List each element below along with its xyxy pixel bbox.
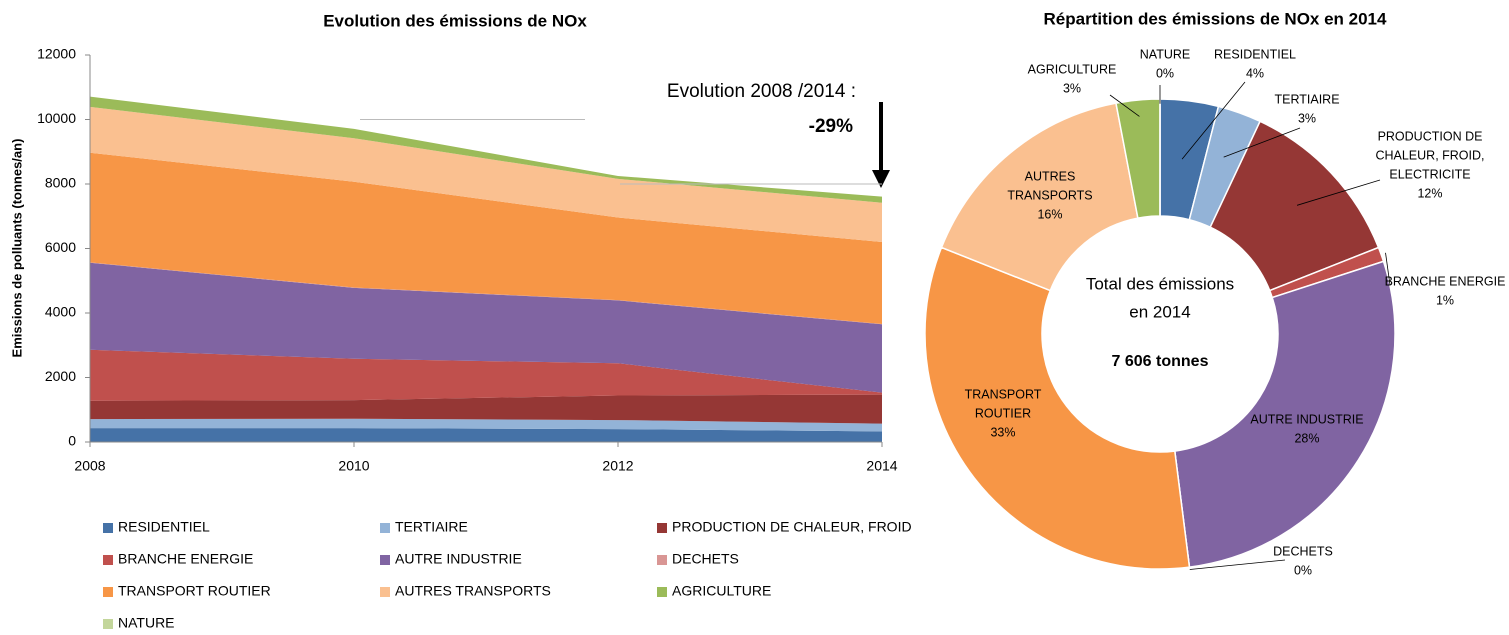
slice-value-label: 0% [1156, 66, 1174, 80]
y-tick-label: 8000 [45, 175, 76, 191]
legend-label: BRANCHE ENERGIE [118, 551, 253, 567]
x-tick-label: 2010 [338, 458, 369, 474]
leader-line [1296, 179, 1381, 206]
x-tick-label: 2008 [74, 458, 105, 474]
legend-swatch [657, 555, 667, 565]
area [90, 428, 882, 442]
legend-label: PRODUCTION DE CHALEUR, FROID [672, 519, 912, 535]
slice-value-label: 33% [990, 425, 1015, 439]
annotation: Evolution 2008 /2014 : [667, 81, 856, 102]
leader-line [1385, 252, 1391, 286]
legend-label: TERTIAIRE [395, 519, 468, 535]
slice-label: ROUTIER [975, 406, 1031, 420]
y-tick-label: 6000 [45, 239, 76, 255]
legend-swatch [103, 619, 113, 629]
area [90, 96, 882, 203]
legend-swatch [103, 523, 113, 533]
y-axis-label: Emissions de polluants (tonnes/an) [9, 139, 24, 358]
legend-label: AGRICULTURE [672, 583, 771, 599]
leader-line [1223, 127, 1301, 158]
center-text: en 2014 [1129, 302, 1190, 321]
legend-swatch [657, 523, 667, 533]
area [90, 152, 882, 324]
legend-label: AUTRES TRANSPORTS [395, 583, 551, 599]
slice-label: AGRICULTURE [1028, 62, 1117, 76]
slice-label: DECHETS [1273, 544, 1333, 558]
slice-value-label: 16% [1037, 207, 1062, 221]
slice-label: AUTRE INDUSTRIE [1250, 412, 1363, 426]
arrow-head [872, 170, 890, 188]
legend-swatch [380, 555, 390, 565]
legend-label: DECHETS [672, 551, 739, 567]
legend-label: AUTRE INDUSTRIE [395, 551, 522, 567]
area [90, 394, 882, 424]
legend-label: RESIDENTIEL [118, 519, 210, 535]
y-tick-label: 2000 [45, 368, 76, 384]
legend-label: TRANSPORT ROUTIER [118, 583, 271, 599]
slice-value-label: 0% [1294, 563, 1312, 577]
y-tick-label: 10000 [37, 110, 76, 126]
leader-line [1109, 94, 1140, 117]
legend-swatch [380, 523, 390, 533]
area [90, 349, 882, 401]
slice-label: BRANCHE ENERGIE [1385, 274, 1506, 288]
legend-swatch [103, 555, 113, 565]
annotation: -29% [809, 116, 853, 137]
slice-value-label: 1% [1436, 293, 1454, 307]
slice-value-label: 28% [1294, 431, 1319, 445]
center-total: 7 606 tonnes [1112, 353, 1209, 370]
legend-swatch [103, 587, 113, 597]
slice-value-label: 3% [1063, 81, 1081, 95]
x-tick-label: 2014 [866, 458, 897, 474]
donut-slice [940, 102, 1139, 292]
slice-label: NATURE [1140, 47, 1190, 61]
leader-line [1189, 559, 1286, 570]
donut-slice [1173, 260, 1396, 568]
chart-title: Evolution des émissions de NOx [323, 11, 587, 30]
slice-label: CHALEUR, FROID, [1375, 148, 1484, 162]
slice-label: PRODUCTION DE [1378, 129, 1483, 143]
slice-label: TRANSPORT [965, 387, 1042, 401]
slice-label: RESIDENTIEL [1214, 47, 1296, 61]
legend-label: NATURE [118, 615, 175, 631]
y-tick-label: 4000 [45, 304, 76, 320]
y-tick-label: 0 [68, 433, 76, 449]
legend-swatch [380, 587, 390, 597]
slice-label: TRANSPORTS [1007, 188, 1092, 202]
leader-line [1181, 81, 1246, 160]
slice-value-label: 3% [1298, 111, 1316, 125]
legend-swatch [657, 587, 667, 597]
slice-value-label: 12% [1417, 186, 1442, 200]
area [90, 418, 882, 432]
center-text: Total des émissions [1086, 274, 1234, 293]
slice-value-label: 4% [1246, 66, 1264, 80]
x-tick-label: 2012 [602, 458, 633, 474]
slice-label: ELECTRICITE [1389, 167, 1470, 181]
area [90, 106, 882, 243]
donut-slice [924, 246, 1191, 570]
slice-label: AUTRES [1025, 169, 1076, 183]
y-tick-label: 12000 [37, 46, 76, 62]
slice-label: TERTIAIRE [1274, 92, 1339, 106]
chart-title: Répartition des émissions de NOx en 2014 [1044, 9, 1388, 28]
area [90, 262, 882, 393]
